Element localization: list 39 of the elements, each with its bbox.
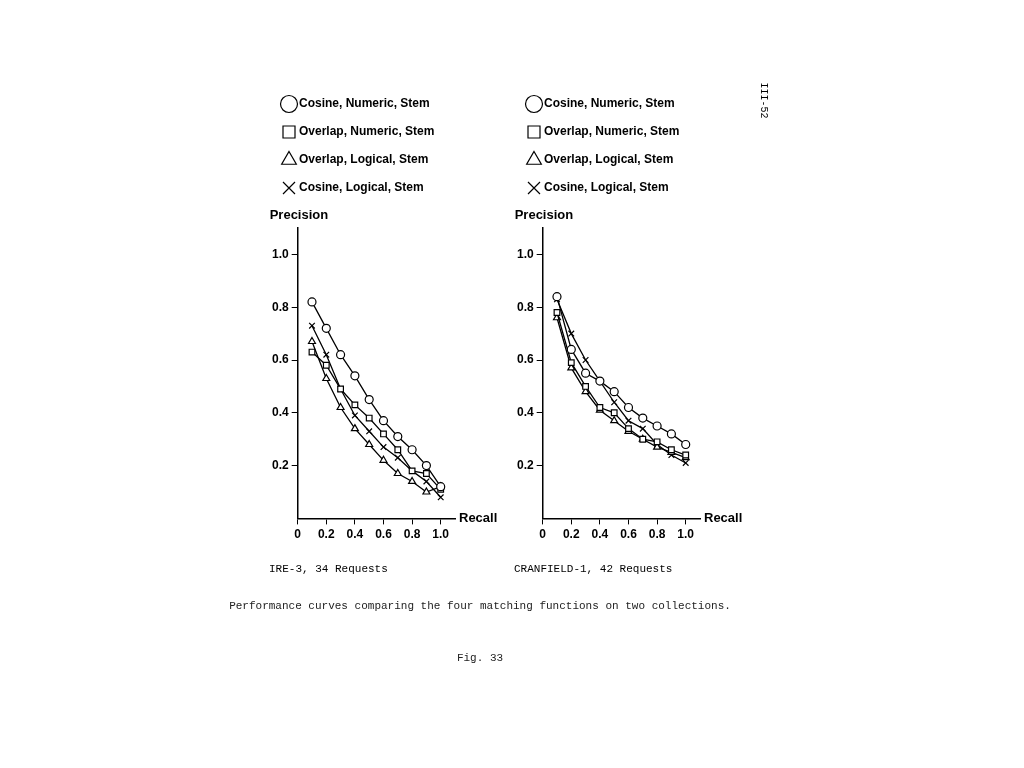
caption: Fig. 33 — [455, 652, 505, 664]
x-tick-label: 0.8 — [648, 526, 666, 541]
y-tick-label: 1.0 — [271, 246, 289, 261]
y-tick-label: 0.2 — [271, 457, 289, 472]
legend-label: Cosine, Numeric, Stem — [544, 96, 675, 111]
x-tick-label: 0 — [294, 526, 302, 541]
legend-label: Overlap, Logical, Stem — [544, 152, 674, 167]
x-tick-label: 0.4 — [346, 526, 364, 541]
x-tick-label: 0.2 — [317, 526, 335, 541]
x-tick-label: 0.4 — [591, 526, 609, 541]
x-tick-label: 0.8 — [403, 526, 421, 541]
x-tick-label: 0 — [539, 526, 547, 541]
x-axis-title: Recall — [704, 509, 743, 525]
x-tick-label: 1.0 — [677, 526, 695, 541]
y-tick-label: 0.2 — [516, 457, 534, 472]
legend-label: Cosine, Logical, Stem — [299, 180, 424, 195]
x-tick-label: 0.2 — [562, 526, 580, 541]
y-axis-title: Precision — [269, 207, 329, 223]
y-tick-label: 1.0 — [516, 246, 534, 261]
legend-label: Overlap, Numeric, Stem — [299, 124, 435, 139]
legend-label: Overlap, Numeric, Stem — [544, 124, 680, 139]
y-axis-title: Precision — [514, 207, 574, 223]
y-tick-label: 0.8 — [516, 299, 534, 314]
text: IRE-3, 34 Requests — [269, 563, 388, 576]
legend-label: Cosine, Numeric, Stem — [299, 96, 430, 111]
legend-label: Cosine, Logical, Stem — [544, 180, 669, 195]
x-tick-label: 0.6 — [375, 526, 393, 541]
text: III-52 — [757, 82, 769, 119]
legend-label: Overlap, Logical, Stem — [299, 152, 429, 167]
text: Performance curves comparing the four matching functions on two collections. — [228, 600, 732, 612]
x-axis-title: Recall — [459, 509, 498, 525]
y-tick-label: 0.6 — [516, 352, 534, 367]
y-tick-label: 0.4 — [516, 405, 534, 420]
x-tick-label: 1.0 — [432, 526, 450, 541]
x-tick-label: 0.6 — [620, 526, 638, 541]
y-tick-label: 0.4 — [271, 405, 289, 420]
text: CRANFIELD-1, 42 Requests — [514, 563, 673, 576]
y-tick-label: 0.6 — [271, 352, 289, 367]
y-tick-label: 0.8 — [271, 299, 289, 314]
